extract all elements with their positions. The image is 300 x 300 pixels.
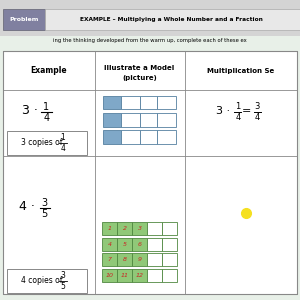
Text: 1: 1	[235, 102, 240, 111]
Text: 10: 10	[106, 273, 113, 278]
Text: =: =	[242, 106, 251, 116]
Text: 5: 5	[41, 208, 47, 219]
FancyBboxPatch shape	[132, 253, 147, 266]
FancyBboxPatch shape	[8, 268, 87, 292]
FancyBboxPatch shape	[132, 238, 147, 251]
FancyBboxPatch shape	[103, 113, 122, 127]
Text: 3: 3	[255, 102, 260, 111]
Text: ing the thinking developed from the warm up, complete each of these ex: ing the thinking developed from the warm…	[53, 38, 247, 43]
Text: Illustrate a Model: Illustrate a Model	[104, 64, 175, 70]
FancyBboxPatch shape	[102, 253, 117, 266]
Text: 3: 3	[61, 272, 65, 280]
Text: 4: 4	[255, 113, 260, 122]
Text: 1: 1	[107, 226, 112, 231]
Text: 9: 9	[137, 257, 142, 262]
FancyBboxPatch shape	[140, 96, 158, 109]
Text: 1: 1	[44, 101, 50, 112]
FancyBboxPatch shape	[147, 253, 162, 266]
Text: Multiplication Se: Multiplication Se	[207, 68, 274, 74]
Text: 4 ·: 4 ·	[19, 200, 35, 214]
Text: 2: 2	[122, 226, 127, 231]
Text: Example: Example	[30, 66, 67, 75]
Text: 3 ·: 3 ·	[22, 104, 38, 118]
Text: 8: 8	[122, 257, 127, 262]
FancyBboxPatch shape	[147, 222, 162, 235]
FancyBboxPatch shape	[102, 269, 117, 282]
FancyBboxPatch shape	[140, 113, 158, 127]
Text: 5: 5	[61, 282, 65, 291]
Text: 1: 1	[61, 134, 65, 142]
FancyBboxPatch shape	[3, 9, 45, 30]
FancyBboxPatch shape	[102, 222, 117, 235]
FancyBboxPatch shape	[103, 130, 122, 144]
Text: 3 copies of: 3 copies of	[21, 138, 62, 147]
Text: 3: 3	[41, 197, 47, 208]
Text: 11: 11	[121, 273, 128, 278]
Text: 12: 12	[136, 273, 143, 278]
FancyBboxPatch shape	[117, 253, 132, 266]
FancyBboxPatch shape	[3, 51, 297, 294]
Text: 4: 4	[61, 144, 65, 153]
FancyBboxPatch shape	[45, 9, 300, 30]
Text: Problem: Problem	[9, 17, 39, 22]
FancyBboxPatch shape	[122, 96, 140, 109]
Text: 5: 5	[122, 242, 127, 247]
Text: 4: 4	[107, 242, 112, 247]
Text: 4 copies of: 4 copies of	[21, 276, 62, 285]
FancyBboxPatch shape	[162, 238, 177, 251]
FancyBboxPatch shape	[147, 269, 162, 282]
FancyBboxPatch shape	[103, 96, 122, 109]
FancyBboxPatch shape	[147, 238, 162, 251]
FancyBboxPatch shape	[162, 253, 177, 266]
FancyBboxPatch shape	[117, 238, 132, 251]
Text: EXAMPLE – Multiplying a Whole Number and a Fraction: EXAMPLE – Multiplying a Whole Number and…	[80, 17, 262, 22]
FancyBboxPatch shape	[102, 238, 117, 251]
FancyBboxPatch shape	[132, 222, 147, 235]
FancyBboxPatch shape	[117, 269, 132, 282]
Text: 6: 6	[137, 242, 142, 247]
FancyBboxPatch shape	[117, 222, 132, 235]
Text: 4: 4	[235, 113, 240, 122]
FancyBboxPatch shape	[158, 130, 175, 144]
FancyBboxPatch shape	[122, 130, 140, 144]
FancyBboxPatch shape	[158, 113, 175, 127]
FancyBboxPatch shape	[140, 130, 158, 144]
Text: (picture): (picture)	[122, 75, 157, 81]
Text: 3 ·: 3 ·	[216, 106, 230, 116]
Text: 4: 4	[44, 112, 50, 123]
FancyBboxPatch shape	[8, 130, 87, 154]
FancyBboxPatch shape	[162, 222, 177, 235]
FancyBboxPatch shape	[122, 113, 140, 127]
Text: 7: 7	[107, 257, 112, 262]
FancyBboxPatch shape	[132, 269, 147, 282]
Text: 3: 3	[137, 226, 142, 231]
FancyBboxPatch shape	[162, 269, 177, 282]
FancyBboxPatch shape	[158, 96, 175, 109]
FancyBboxPatch shape	[0, 0, 300, 36]
